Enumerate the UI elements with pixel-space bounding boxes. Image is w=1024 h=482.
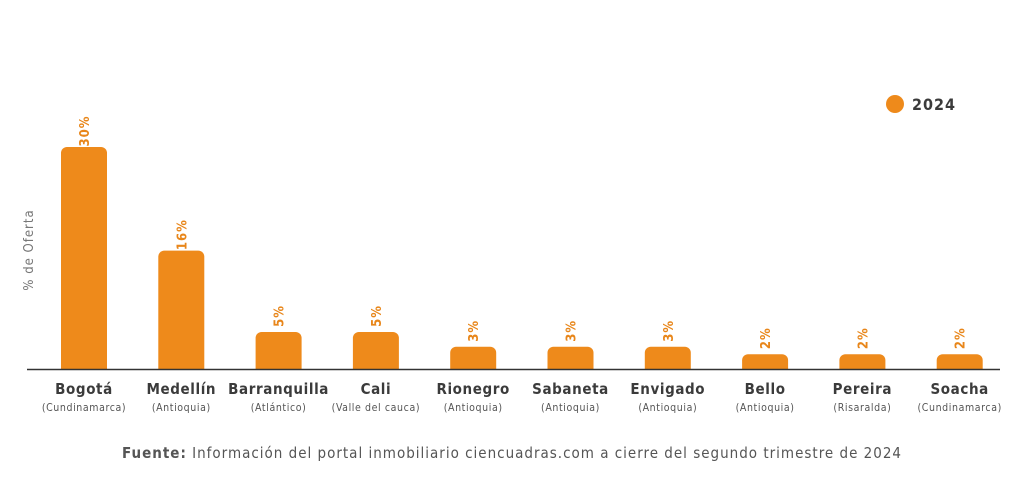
category-sublabel: (Cundinamarca): [42, 402, 126, 414]
category-sublabel: (Risaralda): [833, 402, 891, 414]
category-label: Cali: [361, 380, 392, 398]
category-label: Medellín: [146, 380, 216, 398]
source-text: Información del portal inmobiliario cien…: [186, 444, 902, 462]
category-label: Pereira: [833, 380, 892, 398]
value-label: 2%: [856, 327, 871, 349]
category-label: Bogotá: [55, 380, 113, 398]
category-sublabel: (Antioquia): [638, 402, 697, 414]
value-label: 30%: [78, 116, 93, 147]
category-sublabel: (Antioquia): [444, 402, 503, 414]
category-sublabel: (Cundinamarca): [918, 402, 1002, 414]
bar-cali: [352, 332, 399, 375]
source-note: Fuente: Información del portal inmobilia…: [0, 444, 1024, 462]
category-label: Sabaneta: [532, 380, 609, 398]
category-label: Envigado: [630, 380, 705, 398]
bar-barranquilla: [255, 332, 302, 375]
y-axis-label: % de Oferta: [22, 209, 37, 290]
value-label: 2%: [759, 327, 774, 349]
category-sublabel: (Atlántico): [251, 402, 307, 414]
category-label: Soacha: [930, 380, 988, 398]
category-sublabel: (Antioquia): [736, 402, 795, 414]
bars-group: 30% Bogotá (Cundinamarca) 16% Medellín (Antio…: [0, 116, 1024, 414]
bar-bogota: [61, 147, 107, 375]
category-sublabel: (Antioquia): [541, 402, 600, 414]
value-label: 16%: [175, 219, 190, 250]
value-label: 3%: [662, 320, 677, 342]
bar-envigado: [644, 346, 691, 375]
value-label: 5%: [370, 305, 385, 327]
legend-label-2024: 2024: [912, 95, 956, 114]
category-label: Bello: [745, 380, 786, 398]
bar-rionegro: [450, 346, 497, 375]
baseline-mask: [0, 370, 1024, 378]
category-label: Barranquilla: [228, 380, 329, 398]
value-label: 3%: [565, 320, 580, 342]
category-label: Rionegro: [436, 380, 509, 398]
legend-marker-2024: [886, 95, 904, 113]
value-label: 3%: [467, 320, 482, 342]
value-label: 2%: [954, 327, 969, 349]
value-label: 5%: [273, 305, 288, 327]
legend: 2024: [886, 95, 956, 114]
source-label: Fuente:: [121, 444, 187, 462]
bar-medellin: [158, 250, 205, 375]
bar-chart: % de Oferta 30% Bogotá (Cundinamarca) 16% Me…: [0, 95, 1024, 414]
category-sublabel: (Valle del cauca): [332, 402, 420, 414]
category-sublabel: (Antioquia): [152, 402, 211, 414]
bar-sabaneta: [547, 346, 594, 375]
